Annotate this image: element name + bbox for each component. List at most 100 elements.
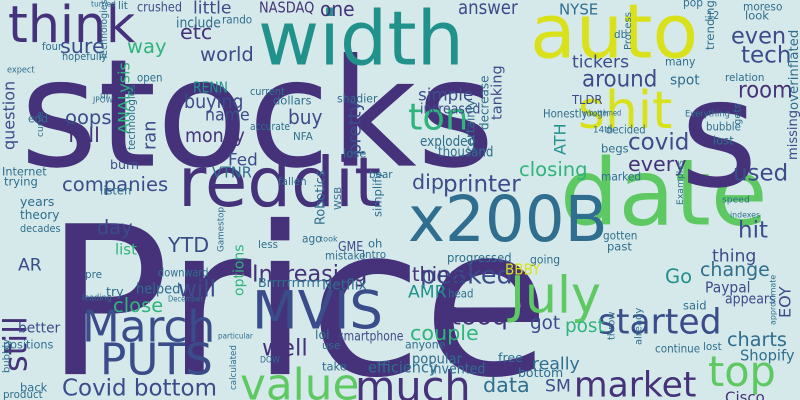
word-process: Process	[622, 12, 634, 51]
word-one: one	[320, 0, 355, 22]
word-closing: closing	[519, 157, 588, 181]
word-14th: 14th	[593, 124, 614, 136]
word-speed: speed	[722, 194, 750, 206]
word-list: list	[115, 240, 137, 259]
word-said: said	[683, 300, 707, 314]
word-pre: pre	[85, 268, 102, 281]
word-every: every	[628, 152, 687, 177]
word-dollars: dollars	[273, 95, 312, 109]
word-efficiency: efficiency	[368, 358, 438, 377]
word-bottomed: bottomed	[589, 108, 622, 118]
word-lost: lost	[703, 340, 722, 353]
word-started: started	[598, 301, 722, 343]
word-width: width	[258, 0, 465, 83]
word-gme: GME	[338, 238, 364, 255]
word-free: free	[498, 351, 523, 366]
word-mistake: mistake	[325, 250, 366, 264]
word-really: really	[532, 354, 580, 375]
word-look: look	[745, 10, 769, 24]
word-trying: trying	[4, 176, 38, 190]
word-gotten: gotten	[603, 230, 638, 244]
word-tldr: TLDR	[572, 93, 603, 108]
word-accurate: accurate	[250, 120, 291, 133]
word-july: July	[510, 265, 602, 325]
word-ur: ur	[100, 90, 110, 102]
word-world: world	[200, 42, 254, 66]
word-relation: relation	[725, 71, 765, 84]
word-buy: buy	[288, 105, 323, 130]
word-bear: bear	[369, 168, 393, 181]
word-leading: leading	[82, 292, 112, 304]
word-intro: Intro	[362, 248, 387, 261]
word-less: less	[258, 238, 279, 251]
word-much: much	[355, 363, 471, 400]
word-tech: tech	[741, 40, 792, 69]
word-sure: sure	[60, 34, 105, 59]
word-printer: printer	[443, 169, 521, 198]
word-change: change	[700, 257, 770, 281]
word-pretty: pretty	[343, 100, 366, 155]
word-stocks: stocks	[20, 28, 495, 202]
word-expect: expect	[7, 64, 35, 76]
word-room: room	[738, 75, 793, 104]
word-turned: turned	[91, 0, 116, 10]
word-companies: companies	[62, 172, 169, 196]
word-current: current	[250, 85, 285, 98]
word-pop: pop	[683, 0, 703, 11]
word-exploded: exploded	[420, 132, 476, 150]
word-top: top	[708, 348, 776, 397]
word-ton: ton	[408, 96, 469, 139]
word-used: used	[733, 158, 789, 187]
word-december: December	[168, 294, 204, 305]
word-product: product	[3, 388, 43, 400]
word-anyone: anyone	[405, 339, 446, 353]
word-12: 12	[707, 9, 720, 22]
word-dow: DOW	[260, 354, 280, 366]
word-include: include	[176, 14, 221, 32]
word-particular: particular	[218, 331, 253, 342]
word-throw: throw	[606, 311, 618, 340]
word-indexes: indexes	[730, 210, 761, 221]
word-take: take	[322, 361, 347, 375]
word-things: things	[412, 262, 472, 286]
word-smartphone: smartphone	[338, 328, 404, 345]
word-covid: covid	[628, 127, 690, 156]
word-peaked: peaked	[420, 261, 513, 291]
word-ago: ago	[302, 233, 322, 247]
word-etc: etc	[180, 20, 213, 45]
word-go: Go	[665, 264, 693, 288]
word-shopify: Shopify	[740, 346, 795, 365]
word-vtnr: VTNR	[212, 163, 252, 182]
word-market: market	[574, 364, 697, 400]
word-continue: continue	[655, 343, 701, 357]
word-progressed: progressed	[447, 251, 512, 266]
word-begs: begs	[601, 143, 629, 157]
word-decided: decided	[606, 124, 646, 138]
word-charts: charts	[727, 327, 787, 351]
word-marked: marked	[601, 171, 642, 185]
word-name: name	[205, 105, 250, 126]
word-spot: spot	[670, 71, 700, 89]
word-appears: appears	[725, 290, 776, 308]
word-lol: lol	[315, 328, 330, 343]
word-past: past	[607, 241, 632, 255]
word-internet: Internet	[2, 166, 47, 180]
word-stooq: Stooq	[435, 302, 509, 332]
word-burn: burn	[110, 158, 140, 173]
word-fed: Fed	[228, 150, 258, 171]
word-nyse: NYSE	[559, 0, 599, 19]
word-eoy: EOY	[776, 286, 796, 318]
word-lit: lit	[118, 0, 128, 12]
word-brrrrrrrrrrr: Brrrrrrrrrrr	[258, 276, 322, 291]
word-ytd: YTD	[168, 233, 210, 258]
word-wsb: WSB	[332, 186, 344, 210]
word-price: Price	[45, 182, 550, 400]
word-jpow: JPOW	[93, 95, 114, 106]
word-lost: lost	[713, 135, 734, 149]
word-honestly: Honestly	[543, 108, 588, 122]
word-already: already	[632, 307, 644, 345]
word-full: full	[68, 123, 100, 148]
word-bubble: bubble	[706, 121, 741, 135]
word-gets: gets	[731, 103, 743, 125]
